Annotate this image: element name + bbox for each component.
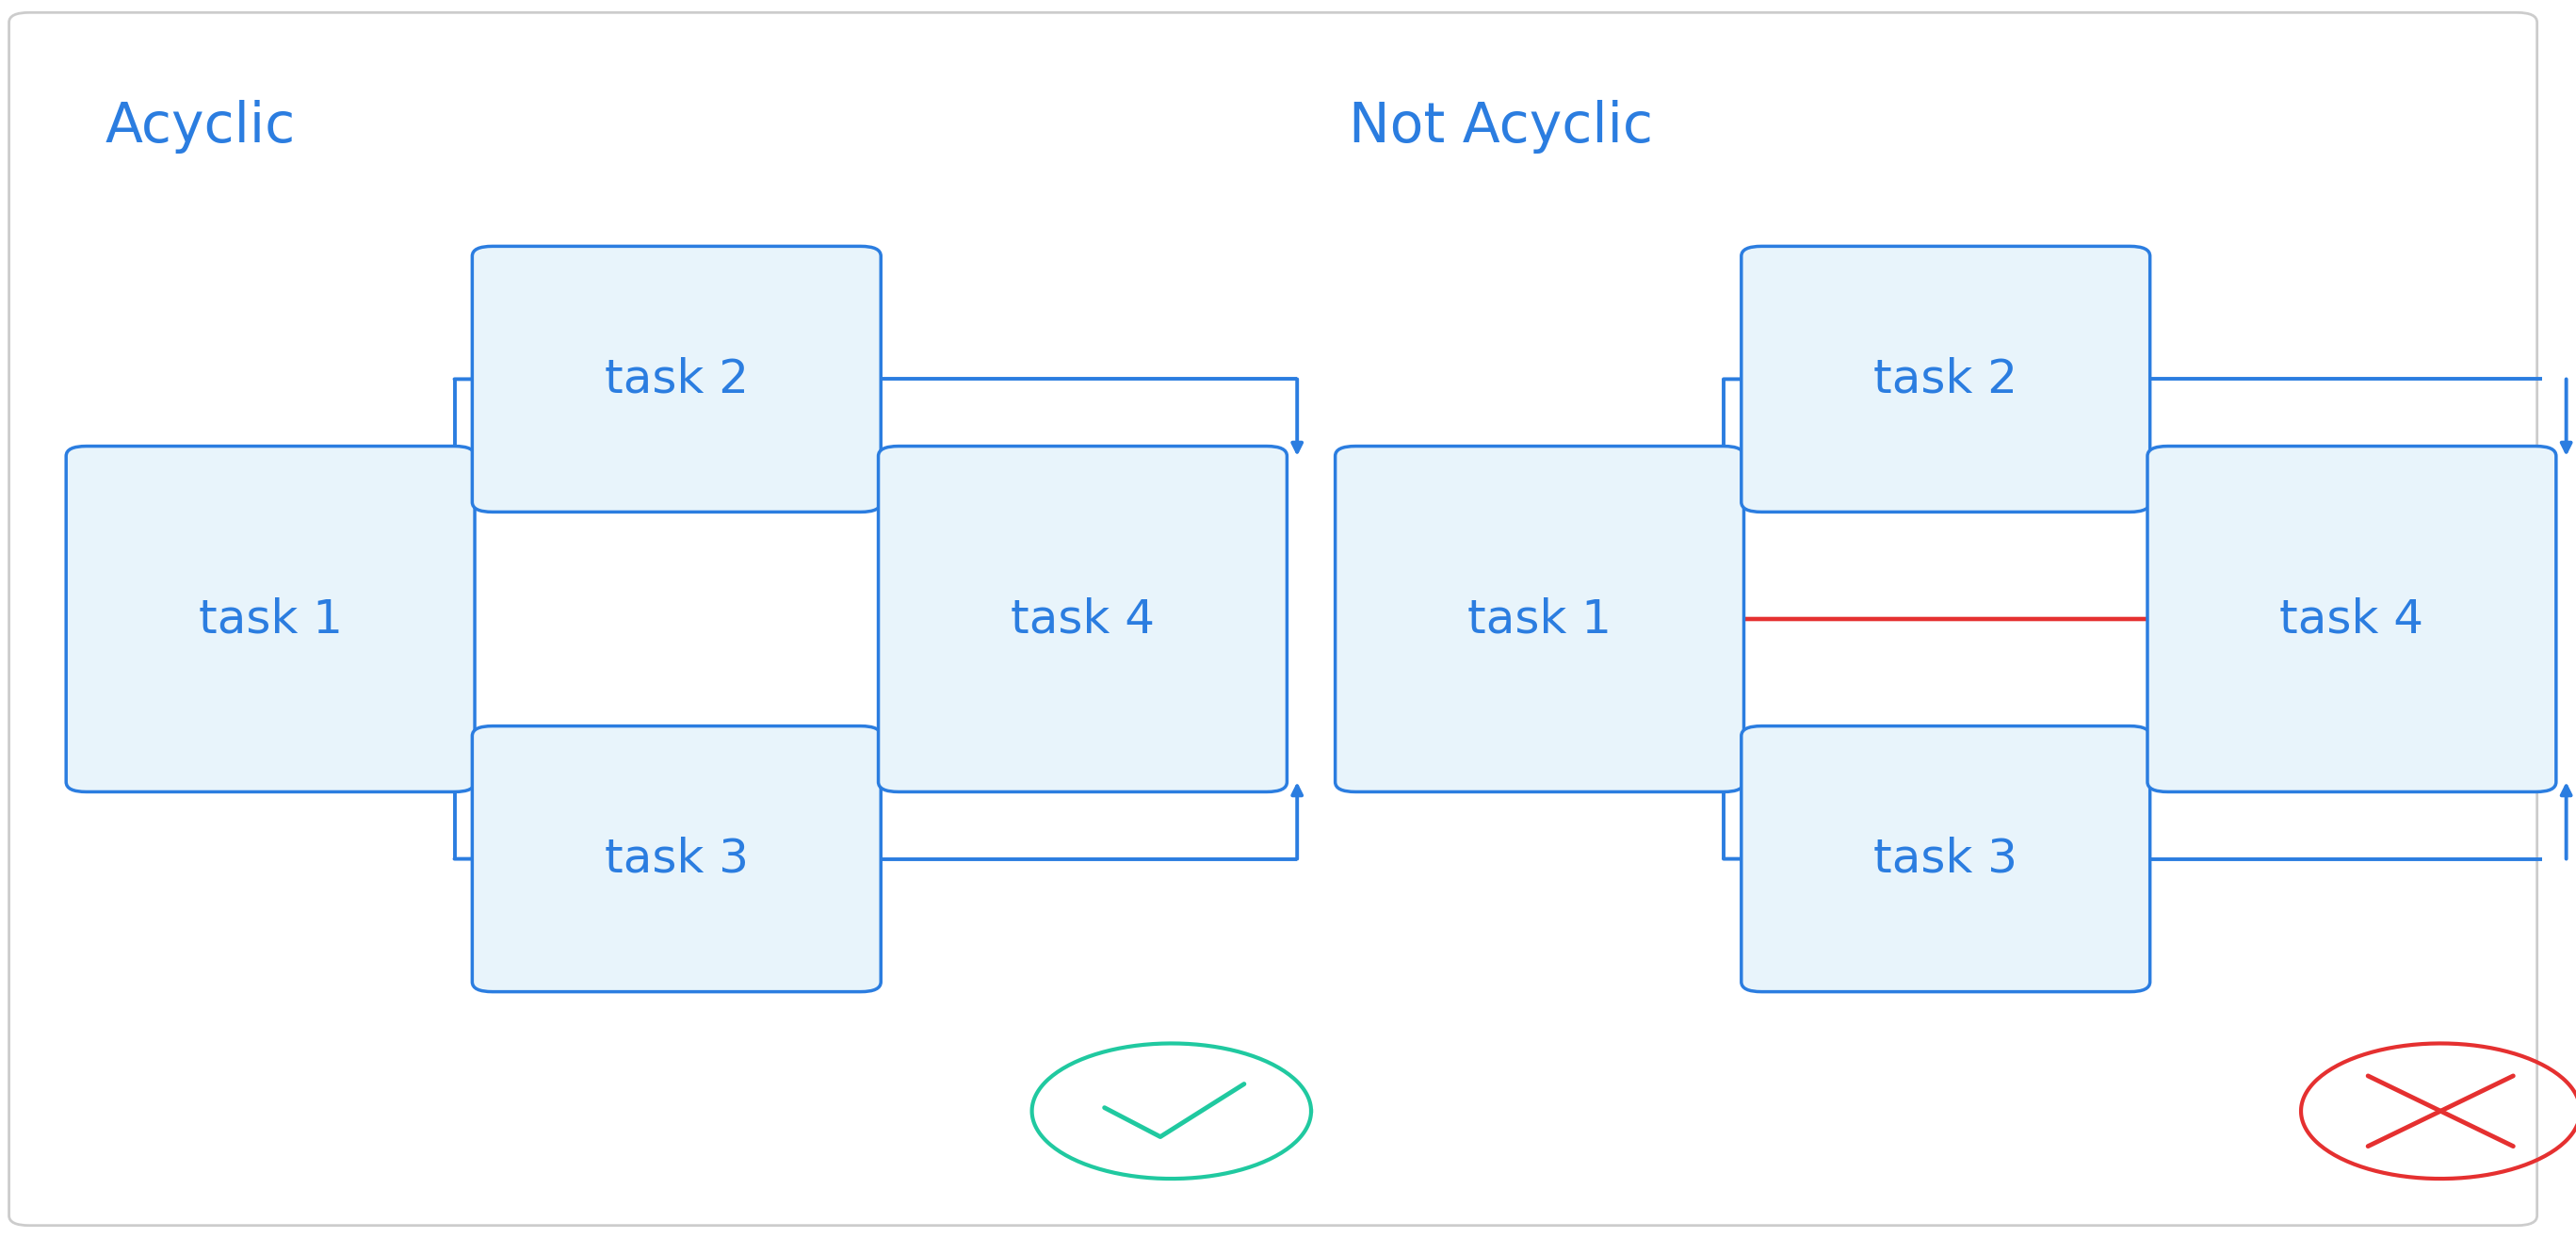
FancyBboxPatch shape <box>67 446 474 792</box>
Text: task 3: task 3 <box>605 836 750 881</box>
FancyBboxPatch shape <box>471 725 881 992</box>
Text: task 2: task 2 <box>605 357 750 402</box>
FancyBboxPatch shape <box>1741 246 2151 513</box>
Text: task 1: task 1 <box>198 597 343 641</box>
Text: Acyclic: Acyclic <box>106 100 296 154</box>
FancyBboxPatch shape <box>471 246 881 513</box>
Text: Not Acyclic: Not Acyclic <box>1350 100 1654 154</box>
FancyBboxPatch shape <box>878 446 1288 792</box>
FancyBboxPatch shape <box>1334 446 1744 792</box>
FancyBboxPatch shape <box>2148 446 2555 792</box>
FancyBboxPatch shape <box>1741 725 2151 992</box>
Text: task 2: task 2 <box>1873 357 2017 402</box>
Text: task 4: task 4 <box>2280 597 2424 641</box>
Text: task 3: task 3 <box>1873 836 2017 881</box>
Text: task 1: task 1 <box>1468 597 1613 641</box>
FancyBboxPatch shape <box>8 12 2537 1226</box>
Text: task 4: task 4 <box>1010 597 1154 641</box>
